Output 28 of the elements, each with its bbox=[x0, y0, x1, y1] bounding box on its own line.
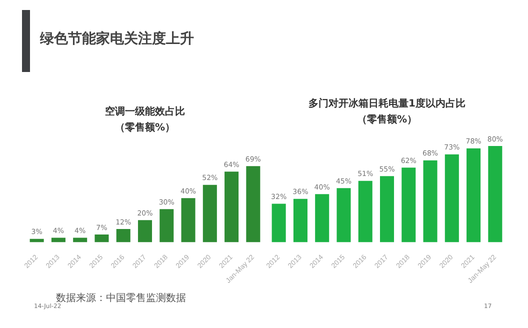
chart-subtitle: （零售额%） bbox=[114, 122, 176, 134]
bar bbox=[138, 220, 152, 242]
chart-title: 空调一级能效占比 bbox=[105, 106, 185, 118]
bar bbox=[488, 146, 502, 242]
bar bbox=[73, 238, 88, 242]
bar bbox=[466, 148, 481, 242]
bar bbox=[358, 180, 372, 242]
bar bbox=[380, 176, 394, 242]
bar bbox=[51, 238, 66, 242]
chart-title: 多门对开冰箱日耗电量1度以内占比 bbox=[308, 98, 466, 110]
bar bbox=[315, 194, 330, 242]
bar bbox=[30, 238, 44, 242]
chart-subtitle: （零售额%） bbox=[356, 114, 418, 126]
bar bbox=[293, 198, 308, 242]
bar bbox=[444, 154, 459, 242]
bar bbox=[181, 198, 196, 242]
bar bbox=[246, 166, 260, 242]
bar bbox=[402, 168, 416, 242]
bar bbox=[272, 204, 286, 242]
text: 绿色节能家电关注度上升 bbox=[40, 30, 194, 48]
bar bbox=[224, 172, 239, 242]
bar bbox=[336, 188, 351, 242]
bar bbox=[423, 160, 438, 242]
bar bbox=[116, 228, 130, 242]
bar bbox=[160, 209, 174, 242]
bar bbox=[202, 184, 217, 242]
bar bbox=[94, 234, 109, 242]
source-note: 数据来源：中国零售监测数据 bbox=[56, 292, 186, 304]
